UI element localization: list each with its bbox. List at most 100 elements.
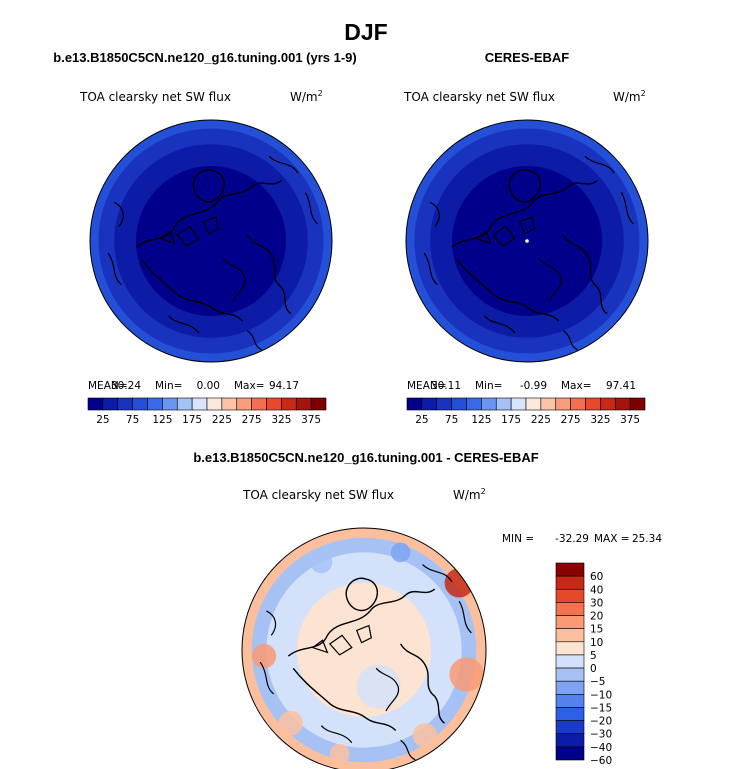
panel-1-colorbar-box-14 bbox=[281, 397, 297, 411]
panel-1-colorbar-box-11 bbox=[236, 397, 252, 411]
map-3-anomaly-patch-7 bbox=[310, 551, 333, 574]
panel-1-colorbar-box-16 bbox=[310, 397, 327, 411]
panel-2-colorbar-tick-label: 225 bbox=[531, 414, 551, 426]
panel-2-units-label: W/m2 bbox=[613, 89, 646, 104]
panel-3-colorbar-box-8 bbox=[555, 654, 585, 669]
panel-1-colorbar-box-12 bbox=[251, 397, 267, 411]
panel-2-colorbar-box-5 bbox=[466, 397, 482, 411]
panel-2-colorbar-tick-label: 25 bbox=[415, 414, 428, 426]
panel-1-min-value: 0.00 bbox=[197, 380, 220, 392]
panel-2-colorbar: 25 75 125 175 225 275 325 375 bbox=[406, 397, 646, 426]
panel-2-polar-map bbox=[405, 119, 649, 363]
panel-3-colorbar-box-2 bbox=[555, 575, 585, 590]
panel-1-colorbar-tick-label: 325 bbox=[271, 414, 291, 426]
panel-1-title: b.e13.B1850C5CN.ne120_g16.tuning.001 (yr… bbox=[53, 50, 356, 65]
figure-title: DJF bbox=[344, 19, 387, 45]
map-1-contour-zone-4 bbox=[135, 165, 287, 317]
panel-3-colorbar-tick-label: −60 bbox=[590, 755, 612, 767]
panel-2-colorbar-box-3 bbox=[436, 397, 452, 411]
panel-2-colorbar-tick-label: 125 bbox=[471, 414, 491, 426]
panel-2-colorbar-box-9 bbox=[525, 397, 542, 411]
panel-3-colorbar-box-11 bbox=[555, 694, 585, 708]
panel-1-colorbar-box-8 bbox=[191, 397, 208, 411]
panel-1-colorbar-tick-label: 175 bbox=[182, 414, 202, 426]
panel-3-units-label: W/m2 bbox=[453, 487, 486, 502]
map-3-anomaly-patch-9 bbox=[329, 743, 350, 764]
panel-2-colorbar-box-8 bbox=[510, 397, 527, 411]
panel-3-colorbar-box-10 bbox=[555, 680, 585, 695]
panel-1-variable-label: TOA clearsky net SW flux bbox=[79, 90, 231, 104]
panel-1-units-label: W/m2 bbox=[290, 89, 323, 104]
panel-2-variable-label: TOA clearsky net SW flux bbox=[403, 90, 555, 104]
panel-2-min-value: -0.99 bbox=[520, 380, 547, 392]
panel-3-colorbar-box-6 bbox=[555, 628, 585, 643]
panel-2-max-value: 97.41 bbox=[606, 380, 636, 392]
panel-2-min-label: Min= bbox=[475, 380, 502, 392]
panel-3-polar-map bbox=[241, 527, 487, 769]
panel-1-colorbar-box-9 bbox=[206, 397, 223, 411]
panel-3-colorbar-tick-label: −15 bbox=[590, 703, 612, 715]
map-3-anomaly-patch-6 bbox=[390, 542, 411, 563]
panel-3-colorbar-tick-label: −5 bbox=[590, 676, 605, 688]
panel-3-colorbar-box-12 bbox=[555, 707, 585, 721]
map-3-anomaly-patch-4 bbox=[278, 711, 303, 736]
panel-2-colorbar-box-12 bbox=[570, 397, 586, 411]
panel-3-colorbar-tick-label: 30 bbox=[590, 597, 603, 609]
panel-1-colorbar-box-3 bbox=[117, 397, 133, 411]
panel-1-colorbar-tick-label: 75 bbox=[126, 414, 139, 426]
panel-1-polar-map bbox=[89, 119, 333, 363]
panel-1-mean-label: MEAN= bbox=[88, 380, 128, 392]
panel-2-max-label: Max= bbox=[561, 380, 592, 392]
panel-1-stats: MEAN= 30.24 Min= 0.00 Max= 94.17 bbox=[88, 380, 299, 392]
panel-1-colorbar-box-4 bbox=[132, 397, 148, 411]
panel-1-max-value: 94.17 bbox=[269, 380, 299, 392]
panel-2-colorbar-tick-label: 325 bbox=[590, 414, 610, 426]
panel-1-colorbar-box-10 bbox=[221, 397, 238, 411]
panel-3-colorbar-tick-label: 20 bbox=[590, 611, 603, 623]
panel-2-colorbar-box-15 bbox=[614, 397, 631, 411]
panel-2-colorbar-tick-label: 175 bbox=[501, 414, 521, 426]
map-3-anomaly-patch-2 bbox=[251, 643, 277, 669]
panel-3-variable-label: TOA clearsky net SW flux bbox=[242, 488, 394, 502]
panel-2-mean-value: 30.11 bbox=[431, 380, 461, 392]
panel-2-colorbar-box-6 bbox=[481, 397, 497, 411]
panel-3-colorbar-tick-label: −20 bbox=[590, 716, 612, 728]
map-3-anomaly-patch-5 bbox=[412, 723, 438, 748]
panel-3-colorbar-box-3 bbox=[555, 588, 585, 603]
panel-1-colorbar-box-7 bbox=[176, 397, 193, 411]
panel-3-stats: MIN = -32.29 MAX = 25.34 bbox=[502, 533, 662, 545]
map-2-outline bbox=[405, 119, 649, 363]
panel-1-colorbar: 25 75 125 175 225 275 325 375 bbox=[87, 397, 327, 426]
panel-2-colorbar-box-2 bbox=[421, 397, 438, 411]
panel-3-colorbar-tick-label: −30 bbox=[590, 729, 612, 741]
map-3-outline bbox=[241, 527, 487, 769]
panel-3-colorbar-box-9 bbox=[555, 667, 585, 682]
panel-1-colorbar-box-1 bbox=[87, 397, 104, 411]
panel-2-colorbar-box-10 bbox=[540, 397, 557, 411]
panel-3-min-label: MIN = bbox=[502, 533, 534, 545]
panel-3-colorbar-box-5 bbox=[555, 615, 585, 629]
panel-3-colorbar-box-13 bbox=[555, 720, 585, 735]
panel-2-colorbar-tick-label: 375 bbox=[620, 414, 640, 426]
panel-1-colorbar-box-15 bbox=[295, 397, 312, 411]
panel-3-colorbar-tick-label: −10 bbox=[590, 689, 612, 701]
panel-1-colorbar-box-13 bbox=[266, 397, 282, 411]
panel-3-colorbar-tick-label: 40 bbox=[590, 584, 603, 596]
panel-3-colorbar-box-4 bbox=[555, 602, 585, 616]
panel-2-colorbar-box-11 bbox=[555, 397, 571, 411]
map-3-anomaly-patch-1 bbox=[444, 568, 474, 598]
panel-2-colorbar-tick-label: 275 bbox=[561, 414, 581, 426]
panel-1-colorbar-box-6 bbox=[162, 397, 178, 411]
panel-1-colorbar-tick-label: 225 bbox=[212, 414, 232, 426]
panel-3-colorbar-tick-label: 15 bbox=[590, 624, 603, 636]
panel-2-colorbar-tick-label: 75 bbox=[445, 414, 458, 426]
panel-3-max-label: MAX = bbox=[594, 533, 630, 545]
panel-2-stats: MEAN= 30.11 Min= -0.99 Max= 97.41 bbox=[407, 380, 636, 392]
panel-2-colorbar-box-7 bbox=[495, 397, 512, 411]
map-2-pole-marker bbox=[525, 239, 529, 243]
panel-3-max-value: 25.34 bbox=[632, 533, 662, 545]
panel-2-colorbar-box-14 bbox=[600, 397, 616, 411]
panel-1-colorbar-tick-label: 275 bbox=[242, 414, 262, 426]
